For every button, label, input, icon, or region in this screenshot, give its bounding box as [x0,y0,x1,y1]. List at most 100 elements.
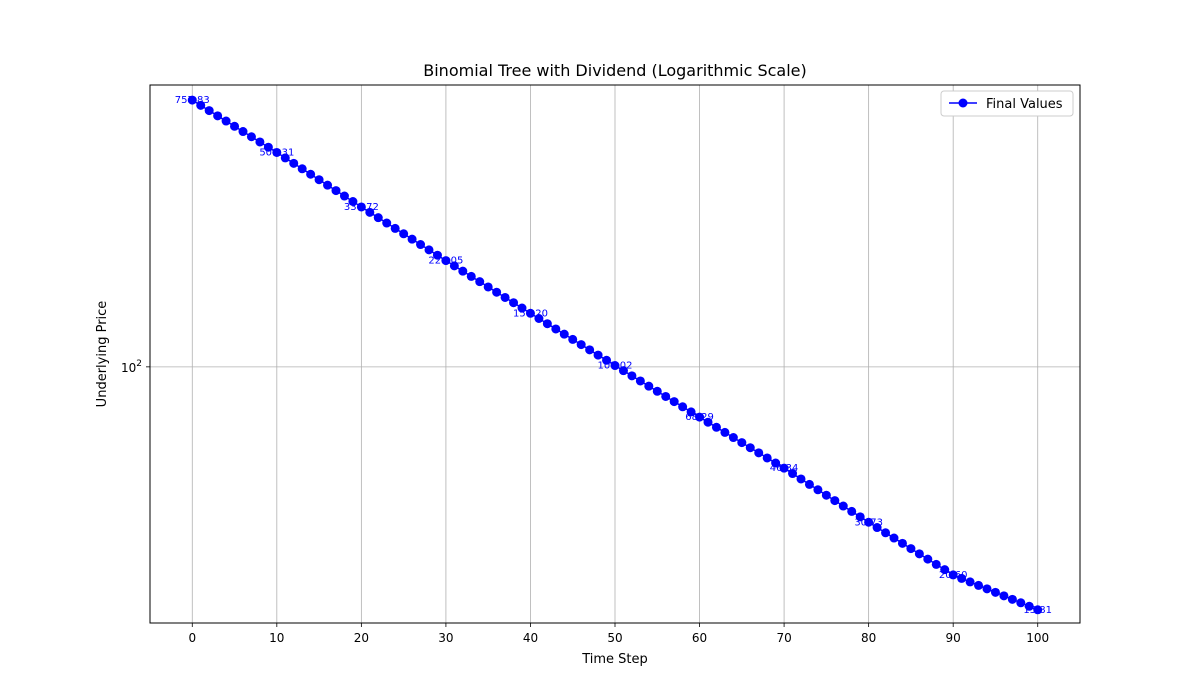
data-point [678,402,688,412]
data-point [897,538,907,548]
data-point [204,106,214,116]
data-point [965,577,975,587]
data-point [213,111,223,121]
data-point [771,458,781,468]
data-point [441,256,451,266]
data-point [1016,598,1026,608]
data-point [644,381,654,391]
data-point [221,116,231,126]
data-point [669,397,679,407]
data-point [348,197,358,207]
data-point [940,565,950,575]
data-point [889,533,899,543]
data-point [475,277,485,287]
x-tick-label: 20 [354,631,369,645]
data-point [187,95,197,105]
data-point [449,261,459,271]
data-point [306,169,316,179]
data-point [864,517,874,527]
data-point [914,549,924,559]
data-point [339,191,349,201]
data-point [356,202,366,212]
point-labels: 757.83 509.31 336.72 224.05 150.20 101.02 68.2… [175,95,1052,616]
data-point [585,345,595,355]
data-point [1007,594,1017,604]
data-point [762,453,772,463]
data-point [399,229,409,239]
data-point [618,366,628,376]
data-point [982,584,992,594]
data-point [196,100,206,110]
data-point [365,207,375,217]
data-label: 101.02 [598,361,633,372]
data-point [906,544,916,554]
data-point [872,523,882,533]
data-label: 20.60 [939,570,968,581]
x-axis-label: Time Step [581,652,648,667]
data-point [238,127,248,137]
data-point [568,334,578,344]
data-point [331,186,341,196]
data-point [779,463,789,473]
x-tick-label: 0 [188,631,196,645]
data-point [416,240,426,250]
data-point [923,554,933,564]
data-point [711,422,721,432]
data-point [542,319,552,329]
data-point [559,329,569,339]
data-point [432,250,442,260]
data-label: 30.73 [854,517,883,528]
data-point [500,292,510,302]
data-point [297,164,307,174]
data-point [509,298,519,308]
legend-marker-swatch [958,98,968,108]
data-point [957,573,967,583]
data-point [999,591,1009,601]
data-point [280,153,290,163]
data-point [788,469,798,479]
data-point [686,407,696,417]
data-point [661,391,671,401]
data-point [990,587,1000,597]
data-label: 336.72 [344,202,379,213]
data-point [804,479,814,489]
data-point [323,180,333,190]
data-point [813,485,823,495]
x-tick-label: 100 [1026,631,1049,645]
data-point [382,218,392,228]
data-point [517,303,527,313]
x-tick-label: 30 [438,631,453,645]
data-point [458,266,468,276]
data-point [855,512,865,522]
data-point [652,386,662,396]
data-point [703,417,713,427]
data-point [635,376,645,386]
series-final-values [187,95,1043,615]
data-point [745,443,755,453]
data-point [737,438,747,448]
data-point [948,570,958,580]
data-point [272,147,282,157]
data-point [373,213,383,223]
data-label: 68.29 [685,412,714,423]
data-point [881,528,891,538]
data-point [263,142,273,152]
x-tick-label: 10 [269,631,284,645]
x-tick-label: 70 [776,631,791,645]
data-point [1033,605,1043,615]
data-label: 757.83 [175,95,210,106]
data-point [466,271,476,281]
data-point [754,448,764,458]
data-point [593,350,603,360]
data-point [314,175,324,185]
x-tick-label: 90 [946,631,961,645]
data-label: 15.81 [1023,605,1052,616]
data-point [525,308,535,318]
legend-box [940,90,1074,117]
grid-lines [150,85,1080,623]
data-point [230,121,240,131]
legend: Final Values [940,90,1074,117]
